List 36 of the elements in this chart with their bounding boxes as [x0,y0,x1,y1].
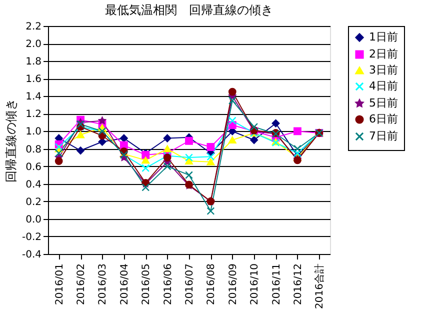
x-tick-label: 2016/05 [141,264,152,306]
legend-label: 7日前 [369,130,398,142]
y-tick-label: -0.4 [22,250,42,260]
legend-label: 2日前 [369,48,398,60]
y-axis-title: 回帰直線の傾き [4,98,18,182]
legend-label: 4日前 [369,80,398,92]
chart-title: 最低気温相関 回帰直線の傾き [105,3,273,17]
y-tick-label: 1.8 [26,56,42,68]
legend-label: 6日前 [369,112,398,126]
y-tick-label: 1.2 [26,109,42,120]
y-tick-label: -0.2 [22,232,42,243]
y-tick-label: 0.2 [26,196,42,208]
x-tick-label: 2016/03 [98,264,109,306]
y-tick-label: 0.8 [26,144,42,156]
legend-label: 1日前 [369,30,398,44]
x-tick-label: 2016/11 [271,264,282,306]
x-tick-label: 2016/07 [184,264,196,306]
x-tick-label: 2016/01 [54,264,66,306]
y-tick-label: 0.6 [26,162,42,173]
y-tick-label: 2.0 [26,39,42,50]
x-tick-label: 2016/09 [228,264,239,306]
x-tick-label: 2016/12 [292,264,304,306]
legend-label: 3日前 [369,64,398,76]
y-tick-label: 0.4 [26,179,42,190]
y-tick-label: 1.4 [26,92,42,103]
x-tick-label: 2016/10 [250,264,261,306]
y-tick-label: 2.2 [26,22,42,32]
x-tick-label: 2016/06 [162,264,174,306]
y-tick-label: 0.0 [26,214,42,226]
x-tick-label: 2016/02 [76,264,88,306]
y-tick-label: 1.0 [26,126,42,138]
legend-label: 5日前 [369,96,398,110]
x-tick-label: 2016/04 [119,264,130,306]
x-tick-label: 2016/08 [206,264,218,306]
x-tick-label: 2016合計 [314,264,326,309]
y-tick-label: 1.6 [26,74,42,86]
